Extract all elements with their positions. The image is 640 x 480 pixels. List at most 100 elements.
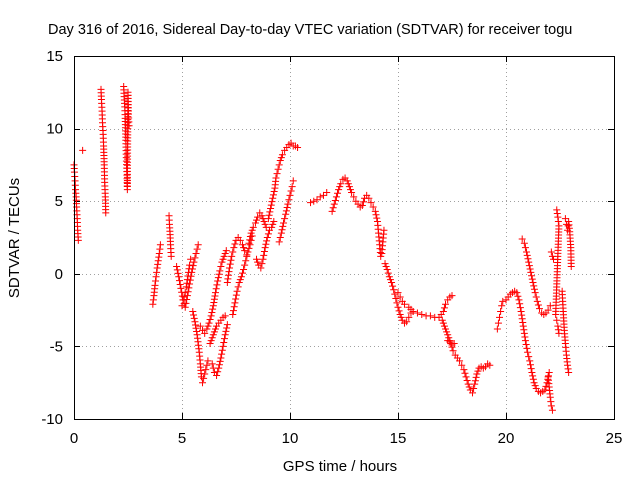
data-point xyxy=(522,340,530,348)
data-point xyxy=(192,321,199,329)
data-point xyxy=(528,275,536,283)
data-point xyxy=(561,215,569,223)
data-point xyxy=(474,367,482,375)
data-point xyxy=(212,285,220,293)
data-point xyxy=(547,398,555,406)
data-point xyxy=(211,325,219,333)
data-point xyxy=(193,328,201,336)
data-point xyxy=(213,281,221,289)
data-point xyxy=(220,335,228,343)
y-tick-label: -5 xyxy=(50,338,63,355)
data-point xyxy=(207,312,215,320)
data-point xyxy=(208,334,216,342)
data-point xyxy=(191,318,199,326)
data-point xyxy=(530,379,538,387)
data-point xyxy=(389,282,397,290)
data-point xyxy=(155,249,163,257)
data-point xyxy=(521,337,529,345)
data-point xyxy=(564,361,572,369)
data-point xyxy=(517,308,525,316)
data-point xyxy=(496,313,504,321)
data-point xyxy=(277,154,285,162)
data-point xyxy=(184,288,192,296)
data-point xyxy=(456,357,464,365)
data-point xyxy=(190,314,198,322)
data-point xyxy=(350,193,358,201)
data-point xyxy=(227,256,235,264)
data-point xyxy=(192,249,200,257)
data-point xyxy=(173,266,181,274)
data-point xyxy=(175,277,183,285)
data-point xyxy=(529,372,537,380)
data-point xyxy=(224,271,232,279)
data-point xyxy=(254,213,262,221)
data-point xyxy=(334,189,342,197)
data-point xyxy=(520,326,528,334)
data-point xyxy=(519,322,527,330)
data-point xyxy=(528,369,536,377)
data-point xyxy=(545,369,553,377)
data-point xyxy=(258,260,266,268)
data-point xyxy=(219,255,227,263)
data-point xyxy=(442,300,450,308)
data-point xyxy=(276,157,284,165)
data-point xyxy=(263,234,271,241)
data-point xyxy=(395,307,403,315)
data-point xyxy=(222,327,230,335)
data-point xyxy=(261,220,269,228)
data-point xyxy=(260,218,268,226)
data-point xyxy=(529,279,537,287)
data-point xyxy=(394,289,402,297)
data-point xyxy=(79,146,87,154)
plot-frame xyxy=(74,56,615,420)
data-point xyxy=(187,255,195,263)
data-point xyxy=(284,200,292,208)
data-point xyxy=(392,294,400,302)
data-point xyxy=(149,296,157,304)
y-tick-label: 0 xyxy=(55,266,63,283)
data-point xyxy=(202,366,210,374)
data-point xyxy=(382,263,390,271)
data-point xyxy=(125,122,133,130)
data-point xyxy=(554,213,562,221)
data-point xyxy=(242,257,250,265)
data-point xyxy=(74,236,82,244)
data-point xyxy=(209,331,217,339)
data-point xyxy=(266,208,274,216)
data-point xyxy=(194,241,202,249)
data-point xyxy=(460,366,468,374)
data-point xyxy=(530,285,538,293)
data-point xyxy=(529,375,537,383)
data-point xyxy=(346,186,354,194)
data-point xyxy=(175,273,183,281)
data-point xyxy=(231,299,239,307)
data-point xyxy=(439,308,447,316)
data-point xyxy=(210,298,218,306)
data-point xyxy=(564,365,572,373)
data-point xyxy=(240,265,248,273)
data-point xyxy=(276,234,284,241)
data-point xyxy=(526,361,534,369)
data-point xyxy=(294,143,302,151)
data-point xyxy=(185,265,193,273)
x-tick-labels: 0 5 10 15 20 25 xyxy=(70,430,623,447)
data-point xyxy=(462,373,470,381)
data-point xyxy=(348,188,356,196)
data-point xyxy=(518,235,526,243)
data-point xyxy=(177,284,185,292)
data-point xyxy=(270,188,278,196)
data-point xyxy=(267,204,275,212)
y-tick-label: 15 xyxy=(46,48,63,65)
data-point xyxy=(442,325,450,333)
data-point xyxy=(371,207,379,215)
data-point xyxy=(223,324,231,332)
data-point xyxy=(443,328,451,336)
data-point xyxy=(546,393,554,401)
data-point xyxy=(257,264,265,272)
data-point xyxy=(217,263,225,271)
data-point xyxy=(331,196,339,204)
data-point xyxy=(218,346,226,354)
data-point xyxy=(383,265,391,273)
data-point xyxy=(403,318,411,326)
x-tick-label: 20 xyxy=(498,430,515,447)
